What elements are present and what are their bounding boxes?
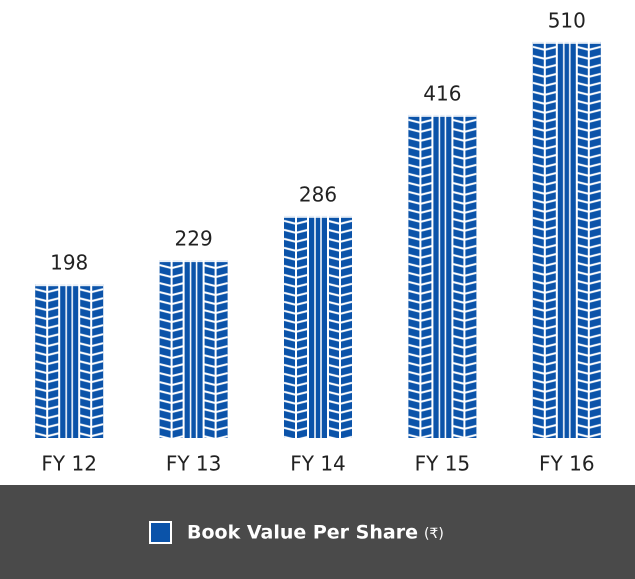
value-label: 286 (299, 182, 337, 206)
legend-swatch (149, 521, 172, 544)
tread (532, 41, 601, 438)
legend-unit: (₹) (424, 526, 444, 542)
value-label: 229 (175, 227, 213, 251)
tread (35, 284, 104, 438)
value-label: 198 (50, 251, 88, 275)
legend-band (0, 485, 635, 579)
bar-cap (159, 259, 228, 263)
bar-cap (284, 214, 352, 218)
x-tick-label: FY 14 (290, 452, 346, 476)
tread (408, 114, 477, 438)
x-tick-label: FY 12 (41, 452, 97, 476)
tread (159, 260, 228, 438)
bar-cap (532, 40, 601, 44)
plot: FY 12 198 FY 13 229 FY 14 286 FY 15 416 FY 16 510 (35, 8, 601, 476)
bar-cap (408, 113, 477, 117)
x-tick-label: FY 13 (166, 452, 222, 476)
x-tick-label: FY 15 (415, 452, 471, 476)
legend-label: Book Value Per Share (187, 522, 418, 544)
value-label: 510 (548, 8, 586, 32)
tread (284, 215, 352, 438)
bar-cap (35, 283, 104, 287)
value-label: 416 (423, 81, 461, 105)
x-tick-label: FY 16 (539, 452, 595, 476)
